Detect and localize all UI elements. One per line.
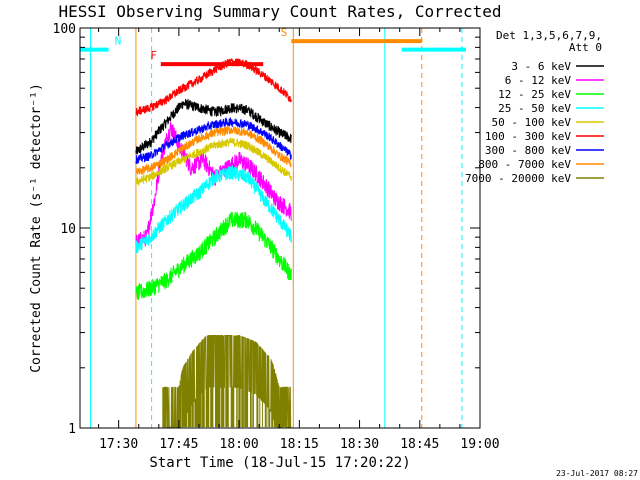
plot-content: N F S <box>80 26 466 428</box>
legend-label-4: 50 - 100 keV <box>492 116 572 129</box>
series-line-5 <box>135 58 292 117</box>
legend-label-0: 3 - 6 keV <box>511 60 571 73</box>
series-line-8 <box>162 334 292 428</box>
x-tick-label-4: 18:30 <box>340 437 379 452</box>
y-axis-label: Corrected Count Rate (s⁻¹ detector⁻¹) <box>29 83 44 373</box>
chart-title: HESSI Observing Summary Count Rates, Cor… <box>58 2 501 21</box>
x-tick-label-2: 18:00 <box>220 437 259 452</box>
series-line-4 <box>135 137 292 187</box>
x-tick-label-6: 19:00 <box>460 437 499 452</box>
series-line-7 <box>135 126 292 177</box>
legend-label-2: 12 - 25 keV <box>498 88 571 101</box>
y-axis: 1 10 100 <box>53 22 480 437</box>
series-line-0 <box>135 98 292 155</box>
y-tick-label-1: 10 <box>60 222 76 237</box>
x-tick-label-5: 18:45 <box>400 437 439 452</box>
series-6 <box>135 117 292 164</box>
series-4 <box>135 137 292 187</box>
series-8 <box>162 334 292 428</box>
series-line-6 <box>135 117 292 164</box>
legend-label-6: 300 - 800 keV <box>485 144 571 157</box>
series-7 <box>135 126 292 177</box>
series-line-3 <box>135 164 292 254</box>
footer-date: 23-Jul-2017 08:27 <box>556 469 638 478</box>
x-tick-label-1: 17:45 <box>159 437 198 452</box>
series-line-2 <box>135 211 292 301</box>
series-5 <box>135 58 292 117</box>
legend-label-1: 6 - 12 keV <box>505 74 572 87</box>
flag-label-f: F <box>150 49 157 62</box>
legend-label-5: 100 - 300 keV <box>485 130 571 143</box>
y-tick-label-2: 100 <box>53 22 76 37</box>
legend-header-line-2: Att 0 <box>569 41 602 54</box>
legend-label-3: 25 - 50 keV <box>498 102 571 115</box>
series-0 <box>135 98 292 155</box>
legend-header-line-1: Det 1,3,5,6,7,9, <box>496 29 602 42</box>
x-axis-label: Start Time (18-Jul-15 17:20:22) <box>149 455 410 471</box>
flag-label-n: N <box>115 35 122 48</box>
y-tick-label-0: 1 <box>68 422 76 437</box>
x-tick-label-0: 17:30 <box>99 437 138 452</box>
legend-label-7: 800 - 7000 keV <box>478 158 571 171</box>
legend-label-8: 7000 - 20000 keV <box>465 172 571 185</box>
series-2 <box>135 211 292 301</box>
series-3 <box>135 164 292 254</box>
flag-label-s: S <box>281 26 288 39</box>
x-axis: 17:30 17:45 18:00 18:15 18:30 18:45 19:00 <box>98 28 500 452</box>
x-tick-label-3: 18:15 <box>280 437 319 452</box>
